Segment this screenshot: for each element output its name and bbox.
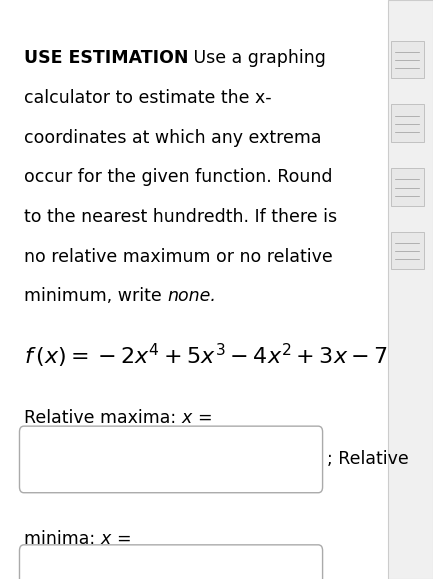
FancyBboxPatch shape bbox=[19, 545, 323, 579]
Text: none.: none. bbox=[167, 287, 216, 305]
Text: Relative maxima:: Relative maxima: bbox=[24, 409, 181, 427]
FancyBboxPatch shape bbox=[391, 104, 424, 142]
Text: minima:: minima: bbox=[24, 530, 100, 548]
Text: minima:: minima: bbox=[24, 530, 100, 548]
Text: minimum, write: minimum, write bbox=[24, 287, 167, 305]
FancyBboxPatch shape bbox=[391, 232, 424, 269]
Text: to the nearest hundredth. If there is: to the nearest hundredth. If there is bbox=[24, 208, 337, 226]
Text: USE ESTIMATION: USE ESTIMATION bbox=[24, 49, 188, 67]
FancyBboxPatch shape bbox=[388, 0, 433, 579]
Text: calculator to estimate the x-: calculator to estimate the x- bbox=[24, 89, 271, 107]
FancyBboxPatch shape bbox=[391, 41, 424, 78]
Text: coordinates at which any extrema: coordinates at which any extrema bbox=[24, 129, 321, 146]
Text: $x$ =: $x$ = bbox=[181, 409, 213, 427]
Text: minimum, write: minimum, write bbox=[24, 287, 167, 305]
Text: ; Relative: ; Relative bbox=[327, 450, 409, 468]
Text: no relative maximum or no relative: no relative maximum or no relative bbox=[24, 248, 333, 266]
Text: occur for the given function. Round: occur for the given function. Round bbox=[24, 168, 332, 186]
Text: $f\,(x) = -2x^4 + 5x^3 - 4x^2 + 3x - 7$: $f\,(x) = -2x^4 + 5x^3 - 4x^2 + 3x - 7$ bbox=[24, 342, 388, 371]
Text: $x$ =: $x$ = bbox=[100, 530, 132, 548]
FancyBboxPatch shape bbox=[19, 426, 323, 493]
Text: Use a graphing: Use a graphing bbox=[188, 49, 326, 67]
FancyBboxPatch shape bbox=[391, 168, 424, 206]
Text: Relative maxima:: Relative maxima: bbox=[24, 409, 181, 427]
